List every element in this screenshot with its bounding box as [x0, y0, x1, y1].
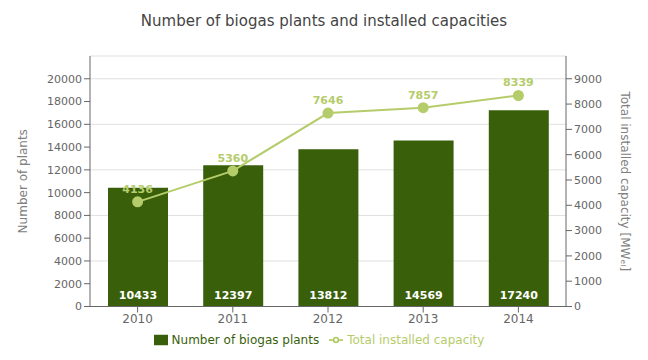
svg-text:9000: 9000: [574, 73, 602, 86]
svg-text:7646: 7646: [313, 94, 344, 107]
svg-text:17240: 17240: [500, 289, 539, 302]
svg-text:8339: 8339: [503, 76, 534, 89]
svg-text:18000: 18000: [47, 95, 82, 108]
svg-text:14569: 14569: [404, 289, 442, 302]
svg-text:2013: 2013: [408, 312, 439, 326]
svg-text:7000: 7000: [574, 123, 602, 136]
svg-text:4000: 4000: [54, 255, 82, 268]
svg-text:8000: 8000: [574, 98, 602, 111]
svg-text:3000: 3000: [574, 224, 602, 237]
svg-text:14000: 14000: [47, 141, 82, 154]
svg-text:6000: 6000: [54, 232, 82, 245]
svg-text:20000: 20000: [47, 73, 82, 86]
svg-text:10000: 10000: [47, 187, 82, 200]
svg-text:12000: 12000: [47, 164, 82, 177]
svg-text:0: 0: [574, 300, 581, 313]
svg-text:6000: 6000: [574, 149, 602, 162]
svg-text:12397: 12397: [214, 289, 252, 302]
svg-text:1000: 1000: [574, 275, 602, 288]
svg-text:2000: 2000: [574, 250, 602, 263]
svg-text:5000: 5000: [574, 174, 602, 187]
svg-text:4136: 4136: [122, 183, 153, 196]
svg-text:7857: 7857: [408, 89, 439, 102]
svg-text:Total installed capacity [MWₑₗ: Total installed capacity [MWₑₗ]: [618, 90, 632, 271]
svg-text:13812: 13812: [309, 289, 347, 302]
svg-text:5360: 5360: [217, 152, 248, 165]
svg-text:4000: 4000: [574, 199, 602, 212]
svg-text:2011: 2011: [218, 312, 249, 326]
svg-text:16000: 16000: [47, 118, 82, 131]
svg-text:2010: 2010: [122, 312, 153, 326]
svg-text:8000: 8000: [54, 209, 82, 222]
svg-text:2012: 2012: [313, 312, 344, 326]
svg-text:2014: 2014: [503, 312, 534, 326]
html-text:Number of biogas plants: Number of biogas plants: [171, 332, 320, 347]
svg-text:0: 0: [75, 300, 82, 313]
html-text:Number of biogas plants and in: Number of biogas plants and installed ca…: [140, 12, 508, 30]
svg-text:Number of plants: Number of plants: [16, 129, 30, 233]
svg-text:2000: 2000: [54, 278, 82, 291]
svg-text:10433: 10433: [119, 289, 157, 302]
html-text:Total installed capacity: Total installed capacity: [347, 332, 485, 347]
